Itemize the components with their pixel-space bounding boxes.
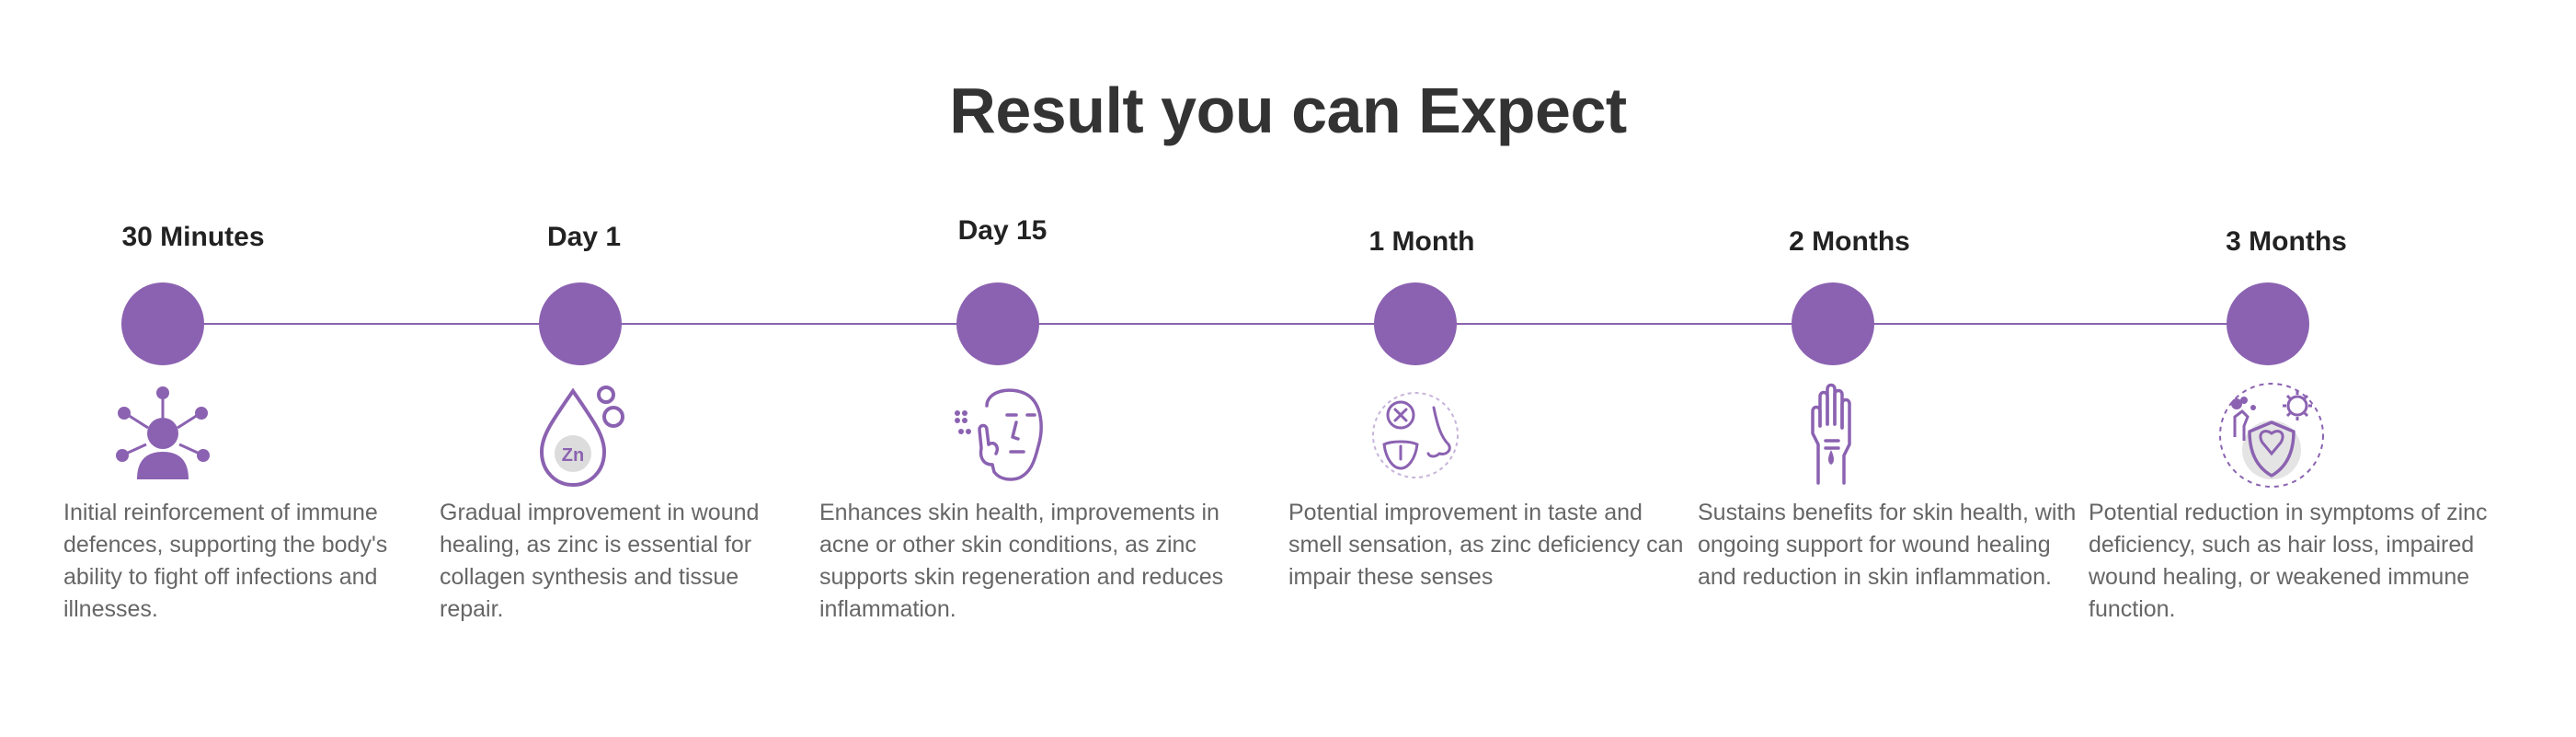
stage-label-1-month: 1 Month [1368,226,1475,257]
timeline-dot [121,282,204,365]
wound-hand-icon [1811,383,1851,485]
timeline-dot [956,282,1039,365]
timeline-dot [1374,282,1457,365]
stage-description: Potential improvement in taste and smell… [1288,500,1684,590]
stage-description: Gradual improvement in wound healing, as… [440,500,760,622]
timeline-dot [2227,282,2309,365]
timeline-line [163,323,2269,325]
stage-label-day-15: Day 15 [957,215,1048,246]
stage-label-30-minutes: 30 Minutes [121,222,265,252]
immune-network-icon [116,386,210,479]
zinc-droplet-icon: Zn [539,386,624,488]
stage-description: Potential reduction in symptoms of zinc … [2089,500,2488,622]
stage-label-day-1: Day 1 [546,222,622,252]
page-title: Result you can Expect [949,75,1627,146]
taste-smell-icon [1372,392,1459,478]
timeline-dot [1792,282,1874,365]
stage-label-3-months: 3 Months [2226,226,2347,257]
virus-shield-icon [2219,383,2324,488]
zinc-symbol: Zn [562,445,584,466]
skin-face-icon [955,388,1043,481]
stage-description: Enhances skin health, improvements in ac… [819,500,1224,622]
stage-description: Sustains benefits for skin health, with … [1698,500,2077,590]
stage-description: Initial reinforcement of immune defences… [63,500,388,622]
stage-label-2-months: 2 Months [1789,226,1910,257]
timeline-dot [539,282,622,365]
